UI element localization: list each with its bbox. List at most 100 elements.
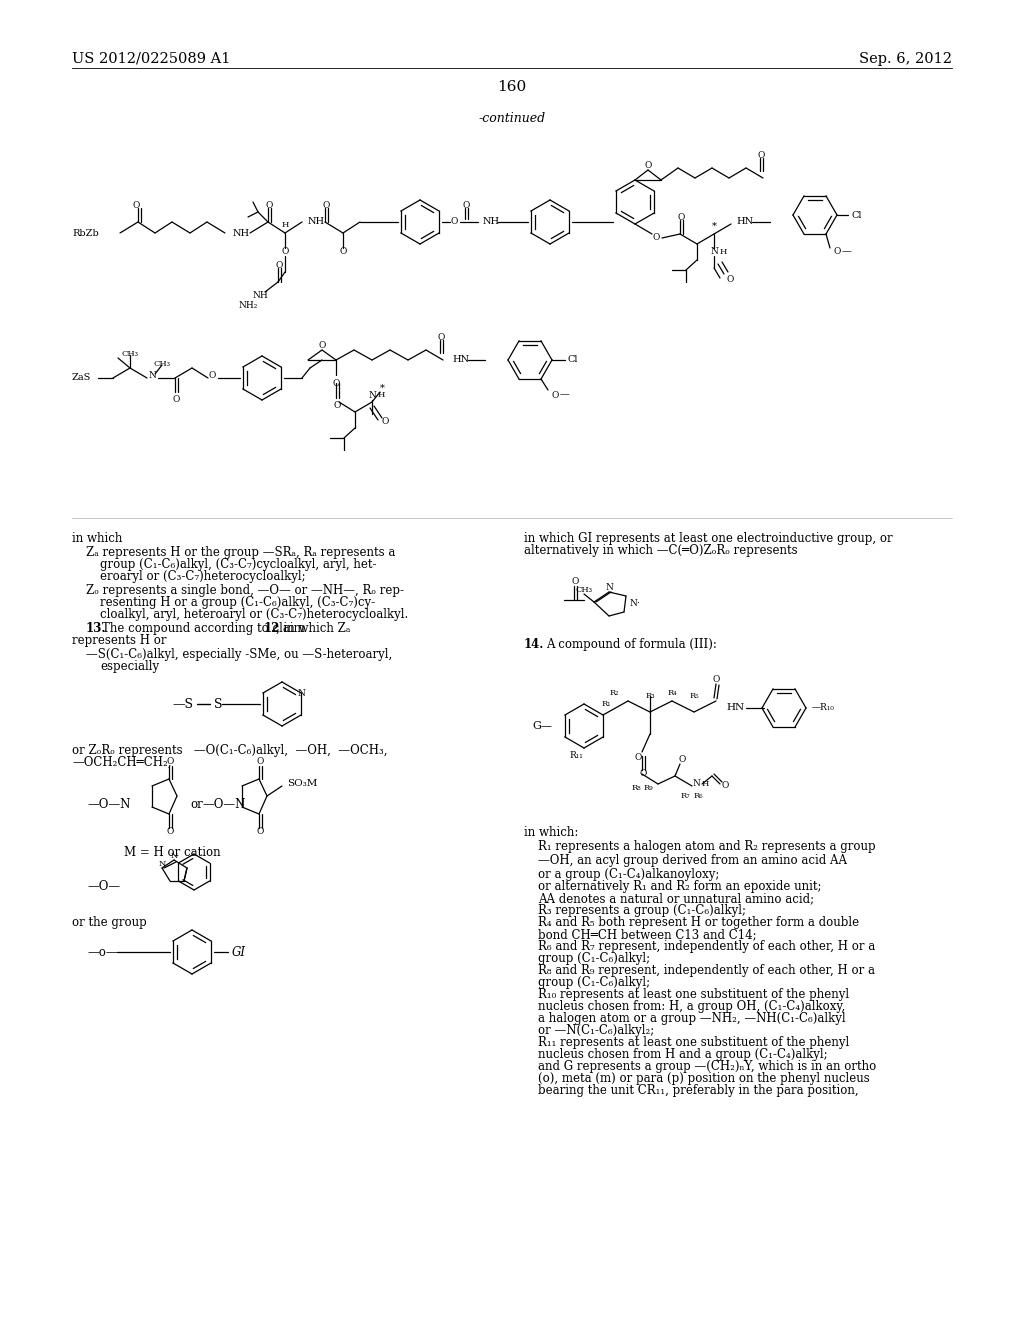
Text: Zₐ represents H or the group —SRₐ, Rₐ represents a: Zₐ represents H or the group —SRₐ, Rₐ re… (86, 546, 395, 558)
Text: group (C₁-C₆)alkyl, (C₃-C₇)cycloalkyl, aryl, het-: group (C₁-C₆)alkyl, (C₃-C₇)cycloalkyl, a… (100, 558, 377, 572)
Text: O: O (132, 201, 139, 210)
Text: R₄ and R₅ both represent H or together form a double: R₄ and R₅ both represent H or together f… (538, 916, 859, 929)
Text: NH: NH (483, 218, 500, 227)
Text: R₅: R₅ (689, 692, 698, 700)
Text: —O—N: —O—N (202, 797, 246, 810)
Text: in which: in which (72, 532, 123, 545)
Text: R₈: R₈ (631, 784, 641, 792)
Text: —S: —S (172, 697, 193, 710)
Text: O: O (678, 755, 686, 764)
Text: alternatively in which —C(═O)ZₒRₒ represents: alternatively in which —C(═O)ZₒRₒ repres… (524, 544, 798, 557)
Text: O: O (381, 417, 389, 426)
Text: R₄: R₄ (668, 689, 677, 697)
Text: US 2012/0225089 A1: US 2012/0225089 A1 (72, 51, 230, 66)
Text: bearing the unit CR₁₁, preferably in the para position,: bearing the unit CR₁₁, preferably in the… (538, 1084, 859, 1097)
Text: CH₃: CH₃ (122, 350, 138, 358)
Text: represents H or: represents H or (72, 634, 167, 647)
Text: N: N (692, 780, 700, 788)
Text: N·: N· (629, 599, 640, 609)
Text: O: O (677, 213, 685, 222)
Text: *: * (712, 222, 717, 231)
Text: nucleus chosen from: H, a group OH, (C₁-C₄)alkoxy,: nucleus chosen from: H, a group OH, (C₁-… (538, 1001, 845, 1012)
Text: *: * (380, 384, 384, 392)
Text: NH: NH (308, 218, 326, 227)
Text: or ZₒRₒ represents   —O(C₁-C₆)alkyl,  —OH,  —OCH₃,: or ZₒRₒ represents —O(C₁-C₆)alkyl, —OH, … (72, 744, 387, 756)
Text: HN: HN (452, 355, 469, 364)
Text: -continued: -continued (478, 112, 546, 125)
Text: N: N (368, 391, 376, 400)
Text: O: O (721, 781, 729, 791)
Text: S: S (214, 697, 222, 710)
Text: Cl: Cl (568, 355, 579, 364)
Text: R₆ and R₇ represent, independently of each other, H or a: R₆ and R₇ represent, independently of ea… (538, 940, 876, 953)
Text: Cl: Cl (852, 210, 862, 219)
Text: CH₃: CH₃ (575, 586, 593, 594)
Text: G—: G— (532, 721, 552, 731)
Text: O: O (834, 248, 842, 256)
Text: O: O (256, 758, 264, 767)
Text: HN: HN (736, 218, 753, 227)
Text: or a group (C₁-C₄)alkanoyloxy;: or a group (C₁-C₄)alkanoyloxy; (538, 869, 720, 880)
Text: O: O (172, 395, 179, 404)
Text: or: or (190, 797, 204, 810)
Text: N: N (148, 371, 156, 380)
Text: or alternatively R₁ and R₂ form an epoxide unit;: or alternatively R₁ and R₂ form an epoxi… (538, 880, 821, 894)
Text: O: O (333, 379, 340, 388)
Text: O: O (713, 676, 720, 685)
Text: R₁₀ represents at least one substituent of the phenyl: R₁₀ represents at least one substituent … (538, 987, 849, 1001)
Text: R₈ and R₉ represent, independently of each other, H or a: R₈ and R₉ represent, independently of ea… (538, 964, 874, 977)
Text: O: O (451, 218, 458, 227)
Text: O: O (265, 201, 272, 210)
Text: 13.: 13. (86, 622, 106, 635)
Text: O: O (644, 161, 651, 169)
Text: NH₂: NH₂ (239, 301, 258, 309)
Text: O: O (256, 828, 264, 837)
Text: Zₒ represents a single bond, —O— or —NH—, Rₒ rep-: Zₒ represents a single bond, —O— or —NH—… (86, 583, 404, 597)
Text: —OCH₂CH═CH₂,: —OCH₂CH═CH₂, (72, 756, 171, 770)
Text: R₃ represents a group (C₁-C₆)alkyl;: R₃ represents a group (C₁-C₆)alkyl; (538, 904, 746, 917)
Text: N: N (297, 689, 305, 697)
Text: R₃: R₃ (645, 692, 654, 700)
Text: The compound according to claim: The compound according to claim (102, 622, 308, 635)
Text: NH: NH (233, 228, 250, 238)
Text: H: H (720, 248, 727, 256)
Text: —O—: —O— (87, 879, 120, 892)
Text: or —N(C₁-C₆)alkyl₂;: or —N(C₁-C₆)alkyl₂; (538, 1024, 654, 1038)
Text: O: O (318, 341, 326, 350)
Text: HN: HN (726, 704, 744, 713)
Text: H: H (282, 220, 289, 228)
Text: and G represents a group —(CH₂)ₙY, which is in an ortho: and G represents a group —(CH₂)ₙY, which… (538, 1060, 877, 1073)
Text: eroaryl or (C₃-C₇)heterocycloalkyl;: eroaryl or (C₃-C₇)heterocycloalkyl; (100, 570, 305, 583)
Text: —OH, an acyl group derived from an amino acid AA: —OH, an acyl group derived from an amino… (538, 854, 847, 867)
Text: O: O (166, 758, 174, 767)
Text: R₉: R₉ (643, 784, 653, 792)
Text: N: N (710, 248, 718, 256)
Text: R₁: R₁ (601, 700, 610, 708)
Text: N: N (605, 583, 613, 593)
Text: H: H (378, 391, 385, 399)
Text: O: O (339, 248, 347, 256)
Text: R₇: R₇ (680, 792, 690, 800)
Text: R₁₁ represents at least one substituent of the phenyl: R₁₁ represents at least one substituent … (538, 1036, 849, 1049)
Text: N: N (159, 861, 166, 869)
Text: SO₃M: SO₃M (287, 780, 317, 788)
Text: R₁₁: R₁₁ (569, 751, 583, 760)
Text: ZaS: ZaS (72, 374, 91, 383)
Text: —R₁₀: —R₁₀ (812, 704, 835, 713)
Text: resenting H or a group (C₁-C₆)alkyl, (C₃-C₇)cy-: resenting H or a group (C₁-C₆)alkyl, (C₃… (100, 597, 375, 609)
Text: O: O (282, 248, 289, 256)
Text: R₆: R₆ (693, 792, 702, 800)
Text: O: O (208, 371, 216, 380)
Text: in which:: in which: (524, 826, 579, 840)
Text: O: O (323, 201, 330, 210)
Text: M = H or cation: M = H or cation (124, 846, 220, 859)
Text: O: O (571, 578, 579, 586)
Text: R₁ represents a halogen atom and R₂ represents a group: R₁ represents a halogen atom and R₂ repr… (538, 840, 876, 853)
Text: O: O (334, 401, 341, 411)
Text: in which GI represents at least one electroinductive group, or: in which GI represents at least one elec… (524, 532, 893, 545)
Text: O: O (437, 333, 444, 342)
Text: CH₃: CH₃ (154, 360, 171, 368)
Text: —o—: —o— (87, 945, 118, 958)
Text: Sep. 6, 2012: Sep. 6, 2012 (859, 51, 952, 66)
Text: group (C₁-C₆)alkyl;: group (C₁-C₆)alkyl; (538, 975, 650, 989)
